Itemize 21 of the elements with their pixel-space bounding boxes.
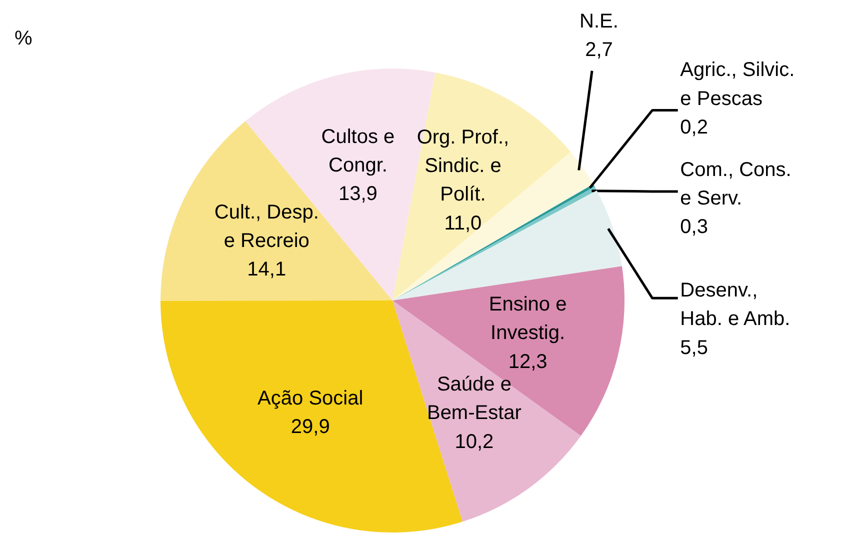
- text: %: [14, 28, 32, 50]
- data-label: 29,9: [290, 416, 330, 438]
- slice-label: Saúde e Bem-Estar: [426, 374, 522, 424]
- slice-label: Cultos e Congr.: [321, 126, 395, 177]
- slice-label: Org. Prof., Sindic. e Polít.: [416, 126, 510, 206]
- data-label: 5,5: [680, 336, 708, 359]
- slice-label: Desenv., Hab. e Amb.: [680, 280, 790, 330]
- slice-label: Cult., Desp. e Recreio: [214, 201, 319, 252]
- data-label: 14,1: [247, 258, 286, 281]
- data-label: 12,3: [508, 350, 548, 373]
- data-label: 2,7: [585, 39, 613, 62]
- slice-label: Ação Social: [258, 388, 364, 410]
- data-label: 0,2: [680, 116, 708, 138]
- data-label: 11,0: [444, 212, 482, 234]
- data-label: 0,3: [680, 216, 708, 238]
- slice-label: Ensino e Investig.: [488, 294, 567, 344]
- data-label: 13,9: [338, 183, 378, 206]
- slice-label: Com., Cons. e Serv.: [680, 158, 792, 210]
- data-label: 10,2: [454, 430, 494, 453]
- slice-label: Agric., Silvic. e Pescas: [680, 59, 795, 110]
- slice-label: N.E.: [580, 10, 618, 32]
